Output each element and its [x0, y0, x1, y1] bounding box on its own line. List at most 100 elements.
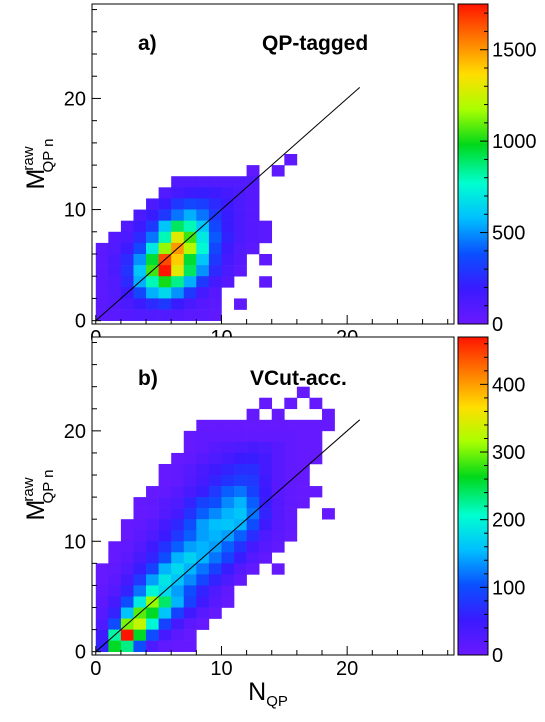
heatmap-cell	[120, 563, 134, 575]
panel-b-ylabel-main: M	[22, 500, 50, 521]
heatmap-cell	[183, 486, 197, 498]
heatmap-cell	[208, 231, 222, 244]
heatmap-cell	[183, 220, 197, 233]
heatmap-cell	[183, 309, 197, 321]
heatmap-cell	[196, 419, 210, 432]
heatmap-cell	[259, 397, 273, 410]
y-tick-label: 0	[75, 311, 86, 333]
heatmap-cell	[221, 209, 235, 221]
heatmap-cell	[146, 552, 159, 564]
heatmap-cell	[246, 552, 260, 564]
heatmap-cell	[196, 563, 210, 575]
panel-b-y-ticks: 0 10 20	[64, 342, 101, 664]
heatmap-cell	[208, 287, 222, 299]
heatmap-cell	[146, 541, 159, 553]
heatmap-cell	[146, 231, 159, 244]
heatmap-cell	[133, 231, 147, 244]
heatmap-cell	[120, 519, 134, 531]
heatmap-cell	[259, 486, 273, 498]
heatmap-cell	[108, 563, 122, 575]
heatmap-cell	[171, 497, 185, 509]
heatmap-cell	[234, 541, 247, 553]
heatmap-cell	[208, 265, 222, 277]
colorbar-tick-label: 1000	[492, 131, 537, 153]
heatmap-cell	[120, 607, 134, 619]
heatmap-cell	[133, 541, 147, 553]
heatmap-cell	[234, 463, 247, 476]
heatmap-cell	[271, 541, 285, 553]
panel-a-border	[91, 3, 455, 325]
heatmap-cell	[120, 254, 134, 266]
heatmap-cell	[284, 419, 298, 432]
heatmap-cell	[95, 254, 109, 266]
heatmap-cell	[146, 563, 159, 575]
heatmap-cell	[208, 254, 222, 266]
heatmap-cell	[208, 574, 222, 586]
heatmap-cell	[284, 519, 298, 531]
heatmap-cell	[271, 441, 285, 454]
y-tick-label: 10	[64, 531, 86, 553]
heatmap-cell	[120, 541, 134, 553]
heatmap-cell	[246, 519, 260, 531]
heatmap-cell	[221, 265, 235, 277]
heatmap-cell	[146, 574, 159, 586]
heatmap-cell	[158, 187, 172, 199]
heatmap-cell	[208, 508, 222, 520]
heatmap-cell	[322, 508, 335, 520]
heatmap-cell	[133, 209, 147, 221]
heatmap-cell	[183, 254, 197, 266]
heatmap-cell	[95, 618, 109, 630]
heatmap-cell	[208, 176, 222, 188]
heatmap-cell	[133, 640, 147, 652]
heatmap-cell	[196, 187, 210, 199]
heatmap-cell	[246, 475, 260, 487]
heatmap-cell	[196, 541, 210, 553]
heatmap-cell	[234, 419, 247, 432]
x-tick-label: 20	[336, 658, 358, 680]
heatmap-cell	[158, 607, 172, 619]
heatmap-cell	[284, 397, 298, 410]
heatmap-cell	[171, 607, 185, 619]
heatmap-cell	[158, 541, 172, 553]
heatmap-cell	[259, 276, 273, 288]
heatmap-cell	[133, 552, 147, 564]
heatmap-cell	[296, 497, 310, 509]
heatmap-cell	[259, 220, 273, 233]
heatmap-cell	[221, 596, 235, 608]
heatmap-cell	[171, 475, 185, 487]
heatmap-cell	[259, 475, 273, 487]
heatmap-cell	[208, 309, 222, 321]
heatmap-cell	[259, 552, 273, 564]
heatmap-cell	[246, 441, 260, 454]
heatmap-cell	[183, 441, 197, 454]
heatmap-cell	[221, 486, 235, 498]
heatmap-cell	[208, 198, 222, 210]
heatmap-cell	[120, 585, 134, 597]
heatmap-cell	[234, 563, 247, 575]
colorbar-tick-label: 100	[492, 577, 525, 599]
heatmap-cell	[158, 198, 172, 210]
heatmap-cell	[95, 276, 109, 288]
panel-b-ylabel-sub: QP n	[40, 470, 57, 504]
colorbar-tick-label: 400	[492, 374, 525, 396]
colorbar-tick-label: 1500	[492, 40, 537, 62]
heatmap-cell	[171, 231, 185, 244]
heatmap-cell	[183, 475, 197, 487]
heatmap-cell	[271, 497, 285, 509]
heatmap-cell	[158, 209, 172, 221]
heatmap-cell	[196, 198, 210, 210]
heatmap-cell	[183, 287, 197, 299]
heatmap-cell	[221, 519, 235, 531]
heatmap-cell	[171, 486, 185, 498]
heatmap-cell	[108, 640, 122, 652]
heatmap-cell	[296, 419, 310, 432]
heatmap-cell	[108, 574, 122, 586]
heatmap-cell	[309, 441, 323, 454]
heatmap-cell	[158, 497, 172, 509]
heatmap-cell	[146, 220, 159, 233]
panel-b-colorbar	[457, 336, 489, 656]
heatmap-cell	[133, 265, 147, 277]
heatmap-cell	[183, 242, 197, 255]
heatmap-cell	[171, 530, 185, 542]
